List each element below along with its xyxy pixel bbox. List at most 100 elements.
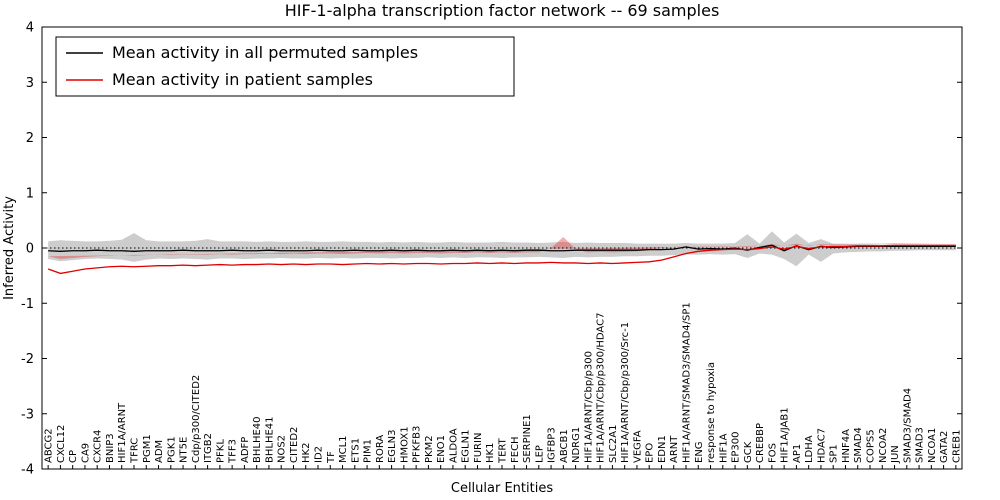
x-tick-label: NDRG1 bbox=[571, 427, 582, 463]
x-tick-label: HIF1A/ARNT/Cbp/p300/Src-1 bbox=[620, 322, 631, 463]
x-tick-label: PGM1 bbox=[142, 434, 153, 463]
y-tick-label: -1 bbox=[21, 297, 34, 312]
confidence-band bbox=[48, 231, 956, 267]
x-tick-label: CREB1 bbox=[951, 430, 962, 463]
y-axis-label: Inferred Activity bbox=[2, 196, 17, 300]
x-tick-label: IGFBP3 bbox=[547, 427, 558, 463]
x-tick-label: SMAD4 bbox=[853, 427, 864, 463]
x-tick-label: MCL1 bbox=[338, 435, 349, 463]
x-tick-label: ENG bbox=[694, 441, 705, 463]
x-tick-label: TFF3 bbox=[228, 439, 239, 464]
x-tick-label: PFKFB3 bbox=[412, 426, 423, 463]
x-tick-label: ALDOA bbox=[448, 428, 459, 463]
y-tick-label: 0 bbox=[26, 242, 34, 257]
x-tick-label: SMAD3 bbox=[915, 427, 926, 463]
x-tick-label: HK2 bbox=[301, 443, 312, 463]
x-tick-label: HDAC7 bbox=[816, 428, 827, 463]
x-tick-label: ADM bbox=[154, 440, 165, 463]
x-tick-label: ADFP bbox=[240, 437, 251, 463]
x-tick-label: EGLN3 bbox=[387, 430, 398, 463]
x-tick-label: BNIP3 bbox=[105, 433, 116, 463]
x-tick-label: TERT bbox=[498, 437, 509, 464]
x-tick-label: COPS5 bbox=[866, 429, 877, 463]
series-lines bbox=[47, 244, 956, 275]
x-tick-label: GATA2 bbox=[939, 431, 950, 463]
x-tick-label: ID2 bbox=[314, 446, 325, 463]
y-tick-label: 2 bbox=[26, 131, 34, 146]
x-tick-label: SLC2A1 bbox=[608, 425, 619, 463]
x-tick-label: HIF1A/ARNT/SMAD3/SMAD4/SP1 bbox=[682, 302, 693, 463]
x-tick-label: EDN1 bbox=[657, 435, 668, 463]
x-tick-label: FECH bbox=[510, 436, 521, 463]
legend-label-permuted: Mean activity in all permuted samples bbox=[112, 43, 418, 62]
x-tick-label: ENO1 bbox=[436, 435, 447, 463]
x-tick-label: HIF1A/ARNT/Cbp/p300 bbox=[583, 351, 594, 463]
x-tick-label: TFRC bbox=[130, 438, 141, 464]
mean-line bbox=[47, 244, 956, 275]
x-tick-label: CXCR4 bbox=[93, 430, 104, 463]
x-tick-label: FOS bbox=[767, 443, 778, 463]
x-tick-label: CITED2 bbox=[289, 427, 300, 463]
x-tick-label: Cdp/p300/CITED2 bbox=[191, 375, 202, 463]
x-tick-label: EGLN1 bbox=[461, 430, 472, 463]
x-axis-label: Cellular Entities bbox=[451, 481, 553, 496]
x-tick-label: NCOA1 bbox=[927, 428, 938, 463]
x-tick-label: FURIN bbox=[473, 433, 484, 463]
x-tick-label: ABCG2 bbox=[44, 428, 55, 463]
legend: Mean activity in all permuted samples Me… bbox=[55, 36, 515, 97]
y-tick-labels: 4 3 2 1 0 -1 -2 -3 -4 bbox=[21, 21, 34, 478]
x-tick-label: VEGFA bbox=[632, 430, 643, 463]
x-tick-label: PFKL bbox=[215, 439, 226, 463]
x-tick-label: CREBBP bbox=[755, 423, 766, 463]
x-tick-label: NOS2 bbox=[277, 435, 288, 463]
x-tick-label: JUN bbox=[890, 445, 901, 464]
x-tick-label: HMOX1 bbox=[399, 426, 410, 463]
x-tick-label: CA9 bbox=[80, 443, 91, 463]
x-tick-label: response to hypoxia bbox=[706, 362, 717, 463]
x-tick-label: PIM1 bbox=[363, 439, 374, 463]
x-tick-label: HIF1A/ARNT bbox=[117, 402, 128, 463]
y-tick-label: 1 bbox=[26, 186, 34, 201]
x-tick-label: GCK bbox=[743, 441, 754, 463]
x-tick-label: HIF1A/ARNT/Cbp/p300/HDAC7 bbox=[596, 313, 607, 463]
x-tick-label: SP1 bbox=[829, 444, 840, 463]
y-tick-label: 3 bbox=[26, 76, 34, 91]
x-tick-label: ARNT bbox=[669, 435, 680, 463]
legend-box bbox=[55, 36, 515, 97]
x-tick-label: TF bbox=[326, 451, 337, 464]
x-tick-label: ABCB1 bbox=[559, 429, 570, 463]
y-tick-label: -2 bbox=[21, 352, 34, 367]
x-tick-labels: ABCG2 CXCL12 CP CA9 CXCR4 BNIP3 HIF1A/ARNT TFRC… bbox=[44, 302, 963, 464]
chart-title: HIF-1-alpha transcription factor network… bbox=[285, 1, 720, 20]
confidence-band bbox=[48, 236, 944, 260]
x-tick-label: HNF4A bbox=[841, 429, 852, 463]
x-tick-label: SERPINE1 bbox=[522, 414, 533, 463]
x-tick-label: AP1 bbox=[792, 444, 803, 463]
legend-label-patient: Mean activity in patient samples bbox=[112, 70, 373, 89]
x-tick-label: SMAD3/SMAD4 bbox=[902, 388, 913, 463]
x-tick-label: NT5E bbox=[179, 437, 190, 463]
x-tick-label: HIF1A bbox=[718, 433, 729, 463]
x-tick-label: NCOA2 bbox=[878, 428, 889, 463]
x-tick-label: EP300 bbox=[731, 432, 742, 463]
x-tick-label: CXCL12 bbox=[56, 425, 67, 463]
x-tick-label: LDHA bbox=[804, 435, 815, 463]
y-tick-label: 4 bbox=[26, 21, 34, 36]
axis-ticks bbox=[42, 26, 962, 470]
y-tick-label: -3 bbox=[21, 407, 34, 422]
x-tick-label: CP bbox=[68, 450, 79, 463]
x-tick-label: RORA bbox=[375, 435, 386, 463]
x-tick-label: HK1 bbox=[485, 443, 496, 463]
x-tick-label: ETS1 bbox=[350, 438, 361, 463]
x-tick-label: BHLHE40 bbox=[252, 416, 263, 463]
x-tick-label: HIF1A/JAB1 bbox=[780, 407, 791, 463]
confidence-bands bbox=[48, 231, 956, 267]
x-tick-label: EPO bbox=[645, 443, 656, 463]
x-tick-label: PKM2 bbox=[424, 435, 435, 463]
x-tick-label: BHLHE41 bbox=[264, 416, 275, 463]
x-tick-label: ITGB2 bbox=[203, 433, 214, 463]
x-tick-label: PGK1 bbox=[166, 436, 177, 463]
x-tick-label: LEP bbox=[534, 445, 545, 463]
